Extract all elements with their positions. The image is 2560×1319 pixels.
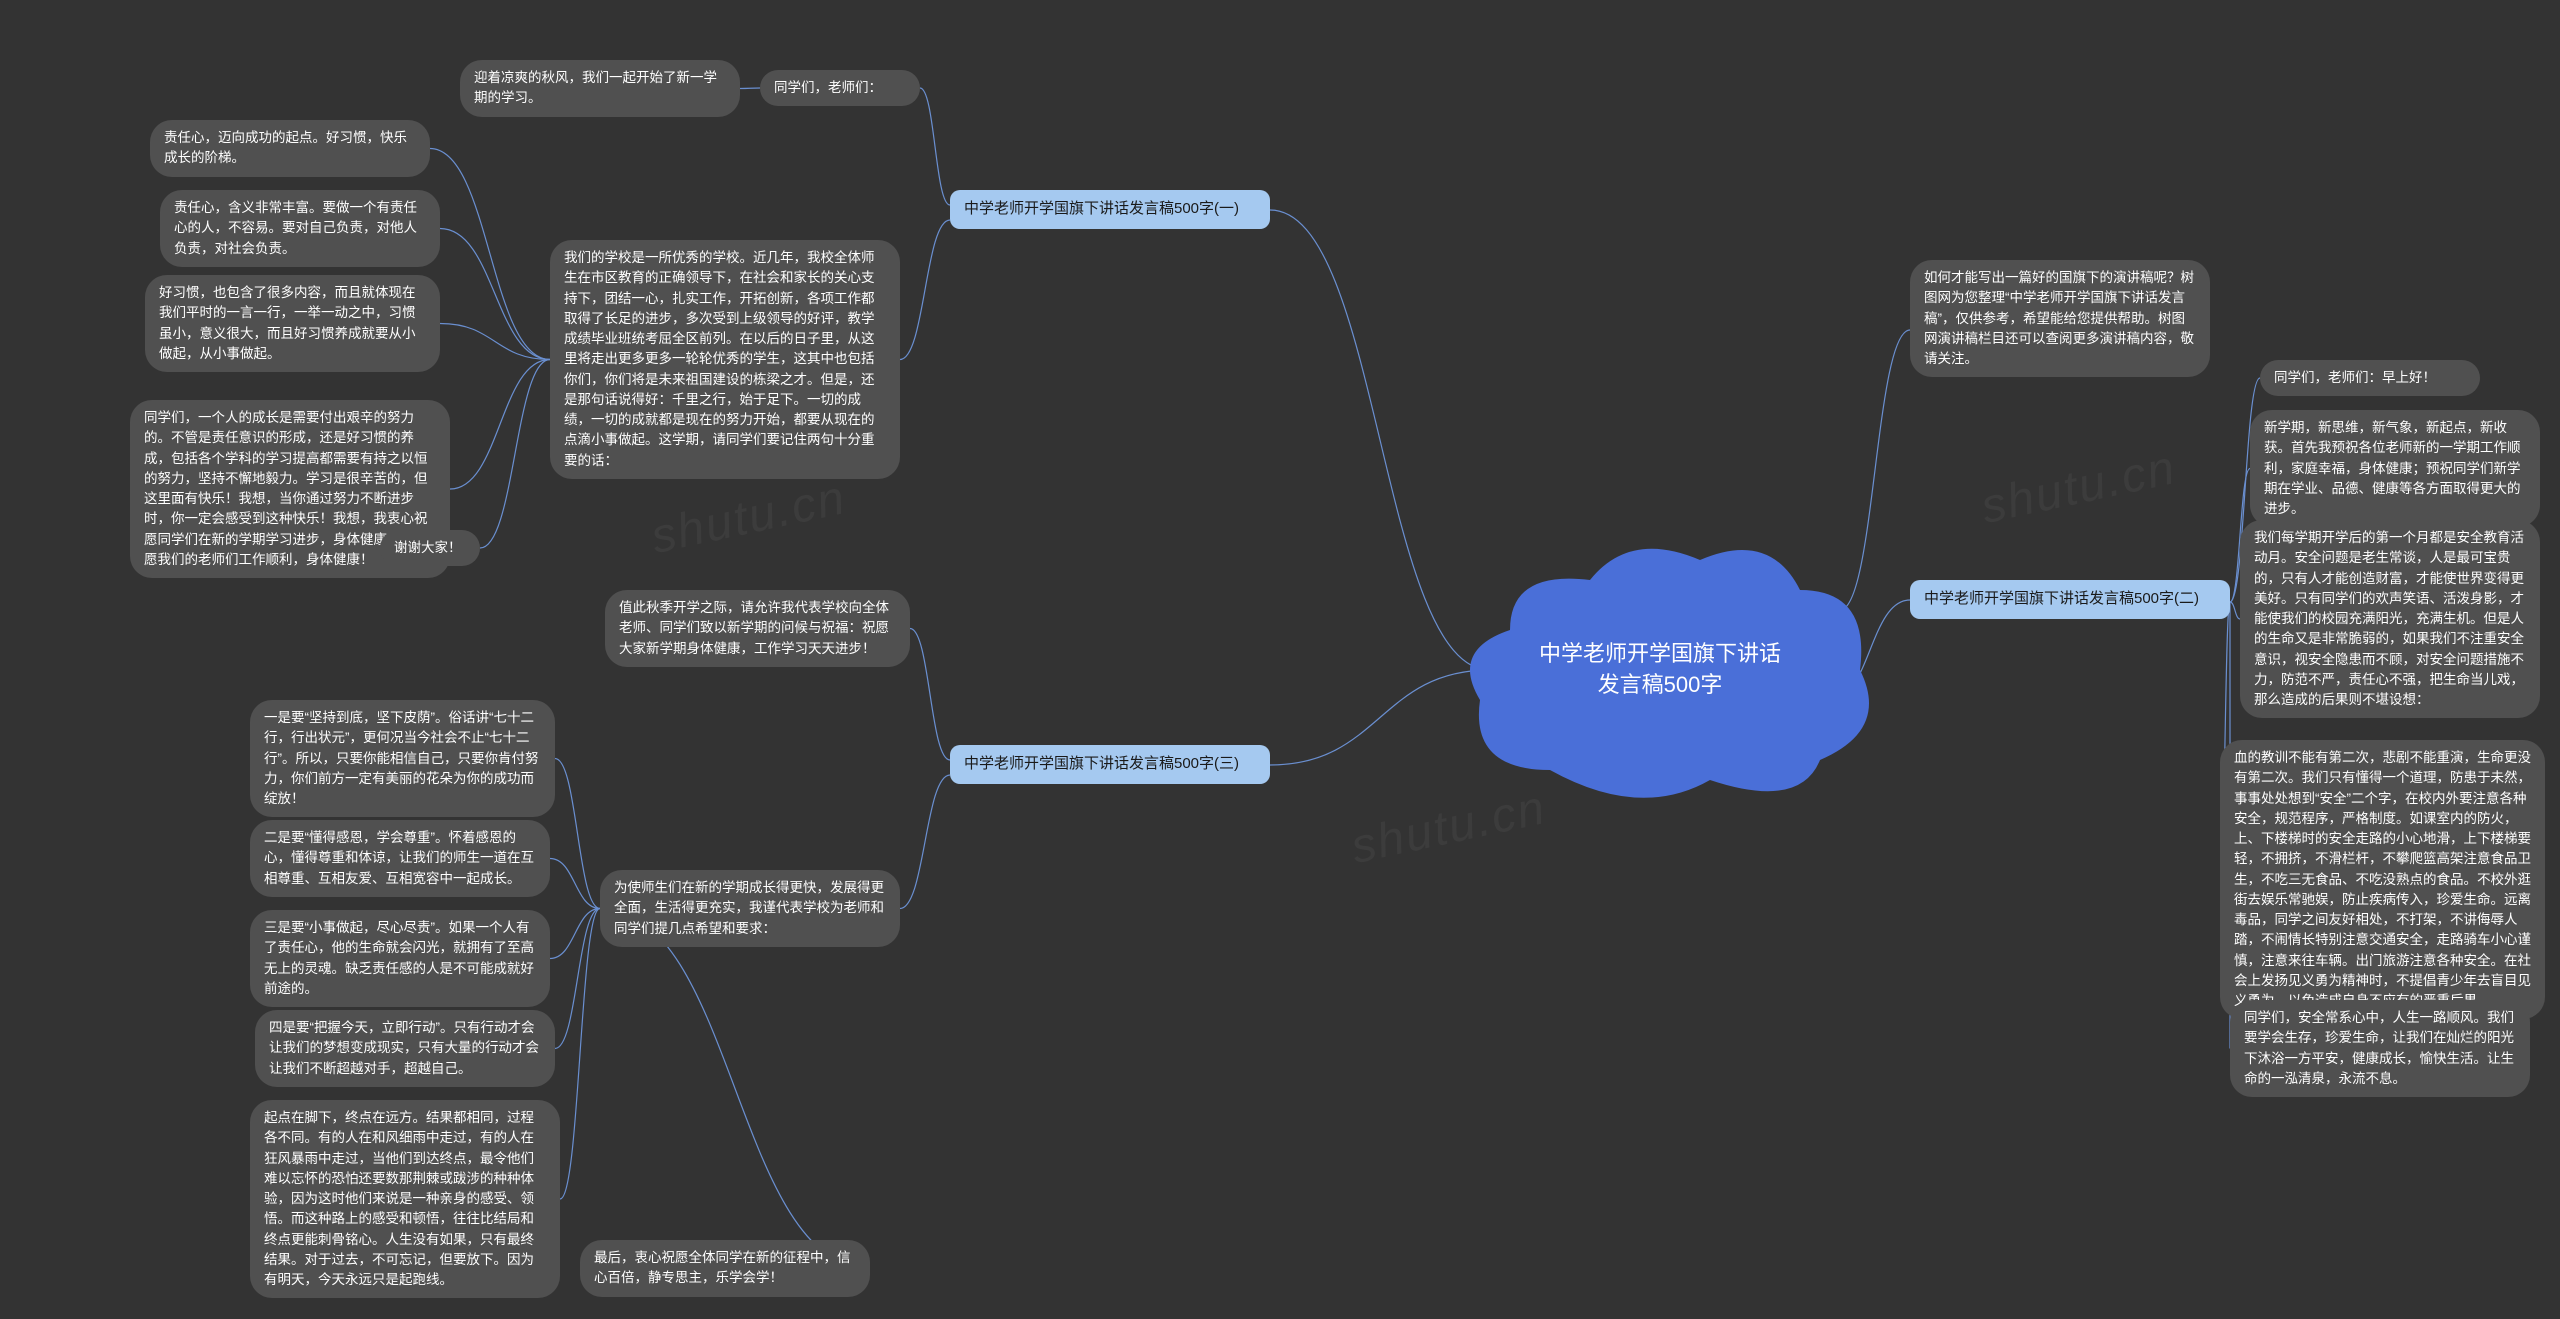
branch-1[interactable]: 中学老师开学国旗下讲话发言稿500字(一) <box>950 190 1270 229</box>
branch-2-leaf-3: 血的教训不能有第二次，悲剧不能重演，生命更没有第二次。我们只有懂得一个道理，防患… <box>2220 740 2545 1019</box>
branch-3-leaf-1: 为使师生们在新的学期成长得更快，发展得更全面，生活得更充实，我谨代表学校为老师和… <box>600 870 900 947</box>
branch-3-leaf-7: 最后，衷心祝愿全体同学在新的征程中，信心百倍，静专思主，乐学会学！ <box>580 1240 870 1297</box>
branch-3-leaf-5: 四是要“把握今天，立即行动”。只有行动才会让我们的梦想变成现实，只有大量的行动才… <box>255 1010 555 1087</box>
branch-3-leaf-3: 二是要“懂得感恩，学会尊重”。怀着感恩的心，懂得尊重和体谅，让我们的师生一道在互… <box>250 820 550 897</box>
branch-3-leaf-4: 三是要“小事做起，尽心尽责”。如果一个人有了责任心，他的生命就会闪光，就拥有了至… <box>250 910 550 1007</box>
branch-3-leaf-6: 起点在脚下，终点在远方。结果都相同，过程各不同。有的人在和风细雨中走过，有的人在… <box>250 1100 560 1298</box>
center-title-line1: 中学老师开学国旗下讲话 <box>1539 639 1781 670</box>
branch-2[interactable]: 中学老师开学国旗下讲话发言稿500字(二) <box>1910 580 2230 619</box>
branch-2-leaf-1: 新学期，新思维，新气象，新起点，新收获。首先我预祝各位老师新的一学期工作顺利，家… <box>2250 410 2540 527</box>
branch-2-leaf-4: 同学们，安全常系心中，人生一路顺风。我们要学会生存，珍爱生命，让我们在灿烂的阳光… <box>2230 1000 2530 1097</box>
branch-2-leaf-2: 我们每学期开学后的第一个月都是安全教育活动月。安全问题是老生常谈，人是最可宝贵的… <box>2240 520 2540 718</box>
branch-1-leaf-5: 好习惯，也包含了很多内容，而且就体现在我们平时的一言一行，一举一动之中，习惯虽小… <box>145 275 440 372</box>
branch-1-leaf-3: 责任心，迈向成功的起点。好习惯，快乐成长的阶梯。 <box>150 120 430 177</box>
branch-1-leaf-7: 谢谢大家！ <box>380 530 480 566</box>
branch-3-leaf-0: 值此秋季开学之际，请允许我代表学校向全体老师、同学们致以新学期的问候与祝福：祝愿… <box>605 590 910 667</box>
branch-3-leaf-2: 一是要“坚持到底，坚下皮荫”。俗话讲“七十二行，行出状元”，更何况当今社会不止“… <box>250 700 555 817</box>
branch-1-leaf-1: 迎着凉爽的秋风，我们一起开始了新一学期的学习。 <box>460 60 740 117</box>
branch-2-leaf-0: 同学们，老师们：早上好！ <box>2260 360 2480 396</box>
branch-1-leaf-4: 责任心，含义非常丰富。要做一个有责任心的人，不容易。要对自己负责，对他人负责，对… <box>160 190 440 267</box>
branch-1-leaf-2: 我们的学校是一所优秀的学校。近几年，我校全体师生在市区教育的正确领导下，在社会和… <box>550 240 900 479</box>
mindmap-canvas: 中学老师开学国旗下讲话 发言稿500字 shutu.cnshutu.cnshut… <box>0 0 2560 1319</box>
intro-note: 如何才能写出一篇好的国旗下的演讲稿呢？树图网为您整理“中学老师开学国旗下讲话发言… <box>1910 260 2210 377</box>
watermark-2: shutu.cn <box>1976 440 2181 535</box>
branch-1-leaf-0: 同学们，老师们： <box>760 70 920 106</box>
branch-3[interactable]: 中学老师开学国旗下讲话发言稿500字(三) <box>950 745 1270 784</box>
center-topic[interactable]: 中学老师开学国旗下讲话 发言稿500字 <box>1440 520 1880 820</box>
watermark-0: shutu.cn <box>646 470 851 565</box>
center-title-line2: 发言稿500字 <box>1539 670 1781 701</box>
